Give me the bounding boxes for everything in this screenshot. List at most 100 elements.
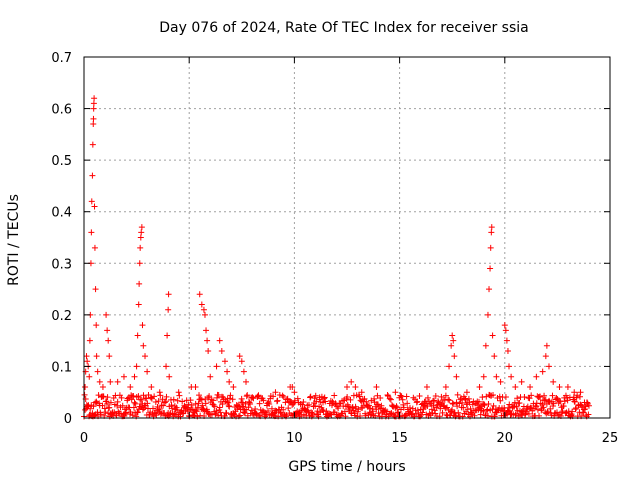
- baseline-point: [284, 395, 291, 402]
- baseline-point: [290, 400, 297, 407]
- baseline-point: [252, 406, 259, 413]
- data-point: [448, 342, 455, 349]
- baseline-point: [224, 399, 231, 406]
- data-point: [137, 234, 144, 241]
- data-point: [221, 358, 228, 365]
- baseline-point: [144, 400, 151, 407]
- baseline-point: [101, 405, 108, 412]
- baseline-point: [442, 392, 449, 399]
- data-point: [348, 378, 355, 385]
- baseline-point: [122, 410, 129, 417]
- baseline-point: [114, 402, 121, 409]
- baseline-point: [456, 400, 463, 407]
- data-point: [93, 353, 100, 360]
- baseline-point: [349, 404, 356, 411]
- baseline-point: [397, 392, 404, 399]
- data-point: [487, 265, 494, 272]
- data-point: [133, 363, 140, 370]
- baseline-point: [387, 410, 394, 417]
- baseline-point: [322, 398, 329, 405]
- data-point: [204, 337, 211, 344]
- baseline-point: [366, 402, 373, 409]
- data-point: [86, 373, 93, 380]
- baseline-point: [159, 396, 166, 403]
- data-point: [84, 358, 91, 365]
- data-point: [156, 389, 163, 396]
- data-point: [550, 378, 557, 385]
- baseline-point: [416, 393, 423, 400]
- data-point: [493, 373, 500, 380]
- data-point: [545, 363, 552, 370]
- x-tick-label: 20: [497, 431, 514, 446]
- baseline-point: [400, 404, 407, 411]
- baseline-point: [202, 396, 209, 403]
- data-point: [295, 399, 302, 406]
- baseline-point: [280, 406, 287, 413]
- baseline-point: [239, 403, 246, 410]
- baseline-point: [431, 397, 438, 404]
- y-tick-label: 0.3: [51, 257, 72, 272]
- baseline-point: [459, 399, 466, 406]
- baseline-point: [574, 392, 581, 399]
- baseline-point: [314, 408, 321, 415]
- baseline-point: [292, 411, 299, 418]
- x-tick-label: 15: [391, 431, 408, 446]
- data-point: [316, 394, 323, 401]
- baseline-point: [190, 412, 197, 419]
- baseline-point: [387, 396, 394, 403]
- baseline-point: [585, 411, 592, 418]
- baseline-point: [265, 407, 272, 414]
- baseline-point: [219, 400, 226, 407]
- baseline-point: [400, 401, 407, 408]
- baseline-point: [242, 410, 249, 417]
- baseline-point: [393, 403, 400, 410]
- baseline-point: [524, 406, 531, 413]
- baseline-point: [250, 395, 257, 402]
- baseline-point: [97, 411, 104, 418]
- baseline-point: [270, 393, 277, 400]
- baseline-point: [312, 392, 319, 399]
- data-point: [93, 322, 100, 329]
- data-point: [89, 141, 96, 148]
- baseline-point: [148, 394, 155, 401]
- baseline-point: [87, 405, 94, 412]
- baseline-point: [134, 409, 141, 416]
- baseline-point: [193, 408, 200, 415]
- baseline-point: [548, 412, 555, 419]
- data-point: [289, 384, 296, 391]
- baseline-point: [81, 391, 88, 398]
- baseline-point: [244, 392, 251, 399]
- data-point: [88, 198, 95, 205]
- baseline-point: [198, 396, 205, 403]
- data-point: [203, 327, 210, 334]
- baseline-point: [546, 397, 553, 404]
- baseline-point: [156, 405, 163, 412]
- x-axis-label: GPS time / hours: [288, 459, 405, 475]
- baseline-point: [569, 408, 576, 415]
- baseline-point: [466, 399, 473, 406]
- baseline-point: [406, 404, 413, 411]
- baseline-point: [467, 405, 474, 412]
- baseline-point: [414, 398, 421, 405]
- baseline-point: [195, 400, 202, 407]
- data-point: [175, 389, 182, 396]
- baseline-point: [202, 400, 209, 407]
- baseline-point: [285, 405, 292, 412]
- baseline-point: [254, 393, 261, 400]
- baseline-point: [128, 396, 135, 403]
- baseline-point: [413, 399, 420, 406]
- data-point: [240, 368, 247, 375]
- data-point: [450, 337, 457, 344]
- data-point: [449, 332, 456, 339]
- baseline-point: [573, 394, 580, 401]
- baseline-point: [215, 391, 222, 398]
- baseline-point: [453, 399, 460, 406]
- grid-lines: [84, 57, 610, 418]
- data-point: [451, 353, 458, 360]
- baseline-point: [245, 404, 252, 411]
- data-point: [488, 229, 495, 236]
- data-point: [205, 347, 212, 354]
- data-point: [543, 342, 550, 349]
- baseline-point: [398, 393, 405, 400]
